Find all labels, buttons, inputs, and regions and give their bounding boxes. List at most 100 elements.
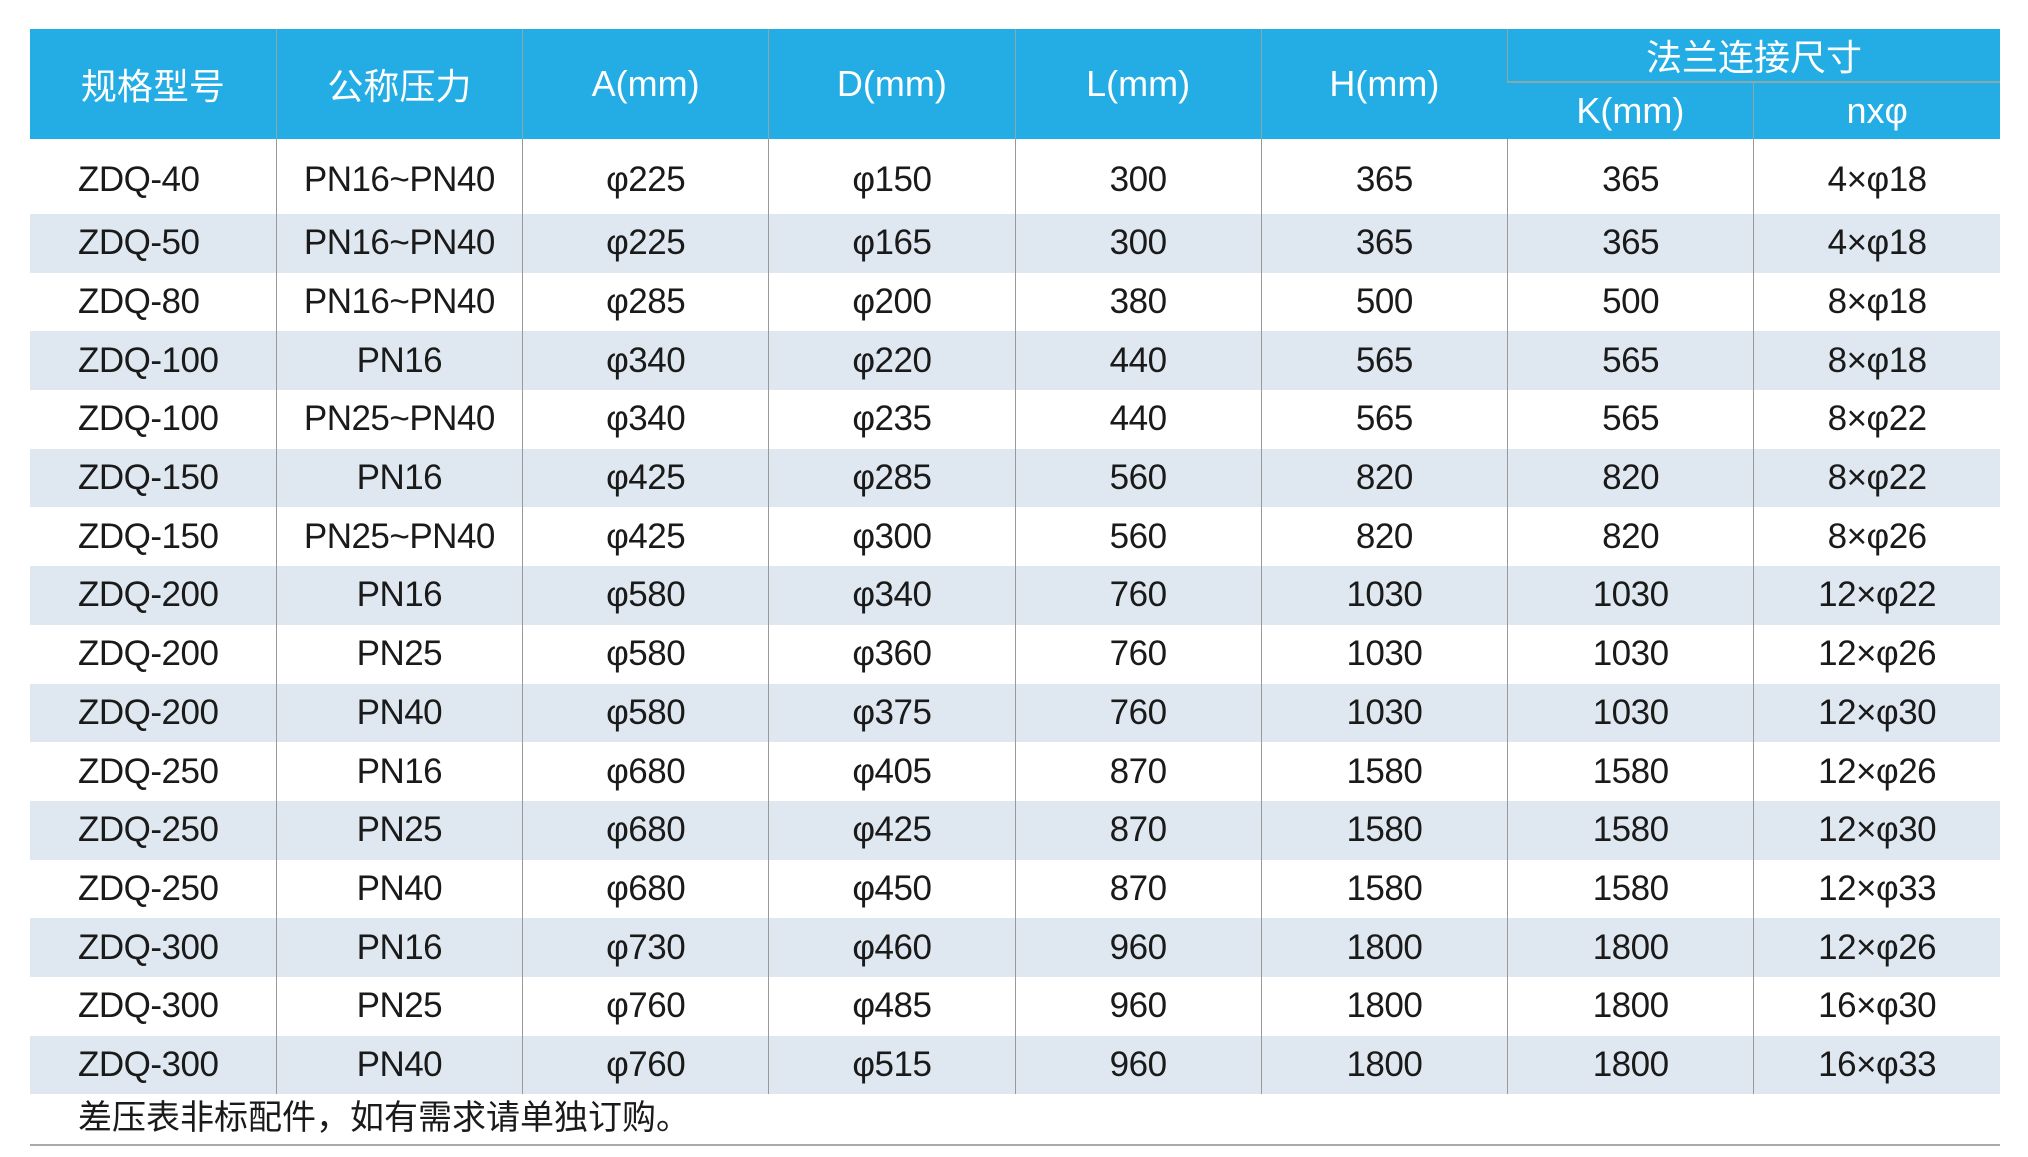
table-row: ZDQ-300 PN25 φ760 φ485 960 1800 1800 16×φ30 (30, 976, 2001, 1036)
cell-n-phi: 4×φ18 (1753, 139, 2001, 214)
cell-k: 500 (1506, 272, 1754, 332)
table-row: ZDQ-200 PN25 φ580 φ360 760 1030 1030 12×φ26 (30, 624, 2001, 684)
cell-pressure: PN16~PN40 (275, 214, 523, 273)
cell-n-phi: 12×φ33 (1753, 859, 2001, 919)
cell-h: 365 (1260, 214, 1508, 273)
cell-n-phi: 12×φ22 (1753, 566, 2001, 625)
header-k: K(mm) (1507, 81, 1754, 139)
bottom-divider (30, 1144, 2000, 1146)
table-row: ZDQ-150 PN16 φ425 φ285 560 820 820 8×φ22 (30, 448, 2001, 508)
cell-a: φ680 (521, 800, 769, 860)
table-row: ZDQ-100 PN25~PN40 φ340 φ235 440 565 565 8×φ22 (30, 390, 2001, 449)
cell-d: φ360 (768, 624, 1015, 684)
cell-model: ZDQ-150 (78, 516, 219, 556)
cell-h: 565 (1260, 331, 1508, 391)
cell-a: φ225 (521, 214, 769, 273)
cell-pressure: PN16 (275, 742, 523, 801)
cell-a: φ730 (521, 918, 769, 977)
cell-d: φ165 (768, 214, 1015, 273)
cell-h: 1030 (1260, 624, 1508, 684)
cell-k: 1800 (1506, 976, 1754, 1036)
cell-l: 960 (1014, 918, 1262, 977)
cell-l: 960 (1014, 1035, 1262, 1095)
cell-k: 1580 (1506, 800, 1754, 860)
cell-pressure: PN16~PN40 (275, 272, 523, 332)
table-row: ZDQ-40 PN16~PN40 φ225 φ150 300 365 365 4×φ18 (30, 139, 2001, 214)
cell-d: φ235 (768, 390, 1015, 449)
cell-l: 380 (1014, 272, 1262, 332)
cell-l: 300 (1014, 139, 1262, 214)
cell-h: 1030 (1260, 683, 1508, 743)
cell-pressure: PN40 (275, 683, 523, 743)
cell-a: φ225 (521, 139, 769, 214)
cell-model: ZDQ-250 (30, 800, 277, 860)
cell-k: 820 (1506, 507, 1754, 567)
cell-d: φ285 (768, 448, 1015, 508)
cell-d: φ460 (768, 918, 1015, 977)
cell-k: 820 (1506, 448, 1754, 508)
cell-model: ZDQ-250 (78, 868, 219, 908)
cell-pressure: PN40 (275, 1035, 523, 1095)
cell-model: ZDQ-200 (30, 566, 277, 625)
table-row: ZDQ-200 PN40 φ580 φ375 760 1030 1030 12×φ30 (30, 683, 2001, 743)
cell-d: φ485 (768, 976, 1015, 1036)
cell-model: ZDQ-200 (30, 683, 277, 743)
header-n-phi: nxφ (1753, 81, 2001, 139)
header-flange-group: 法兰连接尺寸 (1507, 29, 2001, 82)
cell-l: 300 (1014, 214, 1262, 273)
cell-n-phi: 8×φ22 (1753, 390, 2001, 449)
header-a: A(mm) (521, 29, 769, 139)
cell-a: φ580 (521, 683, 769, 743)
cell-l: 870 (1014, 742, 1262, 801)
table-row: ZDQ-150 PN25~PN40 φ425 φ300 560 820 820 8×φ26 (30, 507, 2001, 567)
table-row: ZDQ-250 PN40 φ680 φ450 870 1580 1580 12×φ33 (30, 859, 2001, 919)
cell-h: 1800 (1260, 1035, 1508, 1095)
cell-a: φ340 (521, 390, 769, 449)
cell-n-phi: 16×φ30 (1753, 976, 2001, 1036)
cell-a: φ680 (521, 859, 769, 919)
table-body: ZDQ-40 PN16~PN40 φ225 φ150 300 365 365 4×φ18 ZDQ… (30, 139, 2001, 1095)
cell-l: 560 (1014, 507, 1262, 567)
header-l: L(mm) (1014, 29, 1262, 139)
cell-d: φ425 (768, 800, 1015, 860)
cell-h: 565 (1260, 390, 1508, 449)
cell-model: ZDQ-80 (78, 282, 200, 322)
cell-l: 440 (1014, 331, 1262, 391)
cell-pressure: PN40 (275, 859, 523, 919)
cell-h: 1580 (1260, 742, 1508, 801)
cell-d: φ450 (768, 859, 1015, 919)
cell-d: φ150 (768, 139, 1015, 214)
cell-n-phi: 8×φ18 (1753, 272, 2001, 332)
cell-pressure: PN16 (275, 331, 523, 391)
cell-k: 1030 (1506, 566, 1754, 625)
cell-d: φ405 (768, 742, 1015, 801)
cell-k: 365 (1506, 139, 1754, 214)
cell-h: 1800 (1260, 918, 1508, 977)
cell-pressure: PN25 (275, 976, 523, 1036)
header-d: D(mm) (768, 29, 1015, 139)
cell-model: ZDQ-300 (30, 918, 277, 977)
spec-table: 规格型号 公称压力 A(mm) D(mm) L(mm) H(mm) 法兰连接尺寸… (30, 29, 2001, 1095)
cell-n-phi: 8×φ18 (1753, 331, 2001, 391)
cell-n-phi: 8×φ22 (1753, 448, 2001, 508)
cell-pressure: PN25 (275, 624, 523, 684)
cell-k: 565 (1506, 331, 1754, 391)
cell-d: φ300 (768, 507, 1015, 567)
cell-a: φ580 (521, 624, 769, 684)
footnote: 差压表非标配件，如有需求请单独订购。 (78, 1099, 690, 1137)
cell-model: ZDQ-50 (30, 214, 277, 273)
cell-l: 760 (1014, 566, 1262, 625)
cell-h: 365 (1260, 139, 1508, 214)
cell-model: ZDQ-150 (30, 448, 277, 508)
cell-n-phi: 8×φ26 (1753, 507, 2001, 567)
cell-l: 440 (1014, 390, 1262, 449)
cell-a: φ760 (521, 976, 769, 1036)
cell-l: 760 (1014, 624, 1262, 684)
table-row: ZDQ-50 PN16~PN40 φ225 φ165 300 365 365 4×φ18 (30, 214, 2001, 273)
cell-pressure: PN25~PN40 (275, 390, 523, 449)
table-row: ZDQ-300 PN16 φ730 φ460 960 1800 1800 12×φ26 (30, 918, 2001, 977)
cell-k: 1030 (1506, 624, 1754, 684)
cell-k: 1580 (1506, 859, 1754, 919)
cell-l: 560 (1014, 448, 1262, 508)
cell-model: ZDQ-250 (78, 751, 219, 791)
